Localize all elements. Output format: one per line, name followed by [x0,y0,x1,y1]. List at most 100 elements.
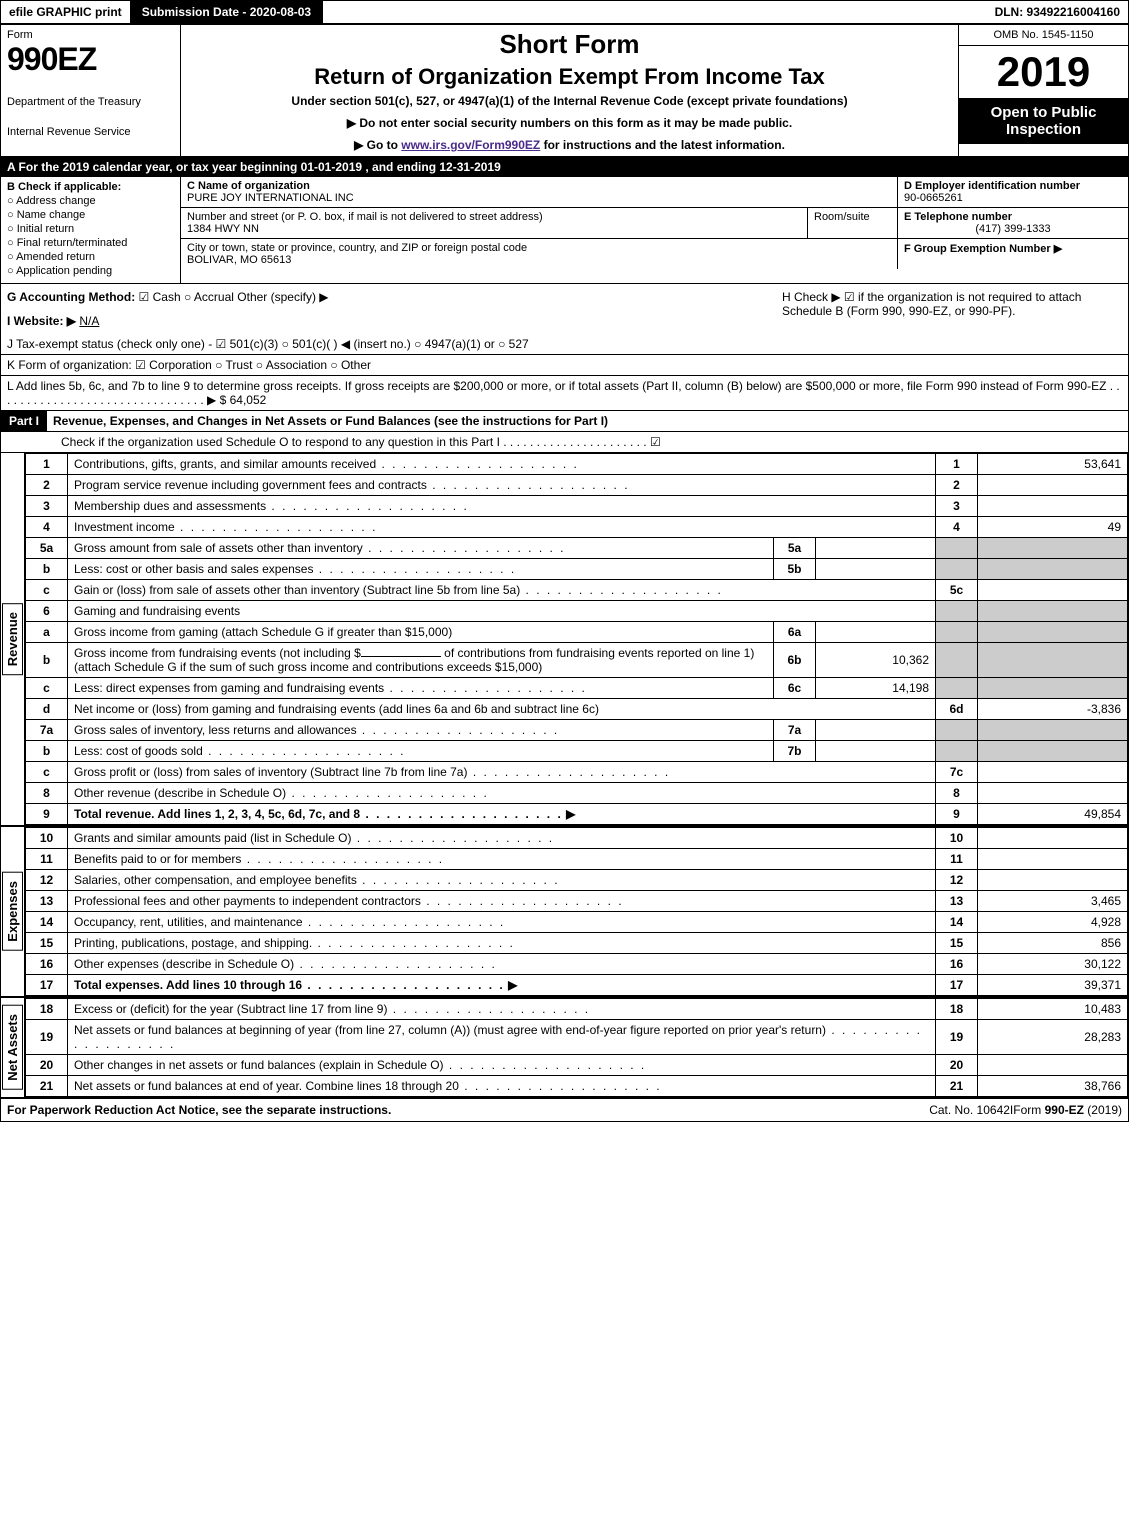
l17-val: 39,371 [978,975,1128,996]
chk-cash[interactable]: Cash [139,290,181,304]
chk-initial-return[interactable]: Initial return [7,223,174,235]
section-b-label: B Check if applicable: [7,181,174,193]
l11-val [978,849,1128,870]
l7c-desc: Gross profit or (loss) from sales of inv… [68,762,936,783]
line-14: 14Occupancy, rent, utilities, and mainte… [26,912,1128,933]
l7b-subval [816,741,936,762]
chk-application-pending[interactable]: Application pending [7,265,174,277]
tax-year: 2019 [959,46,1128,98]
irs-link[interactable]: www.irs.gov/Form990EZ [401,138,540,152]
phone-label: E Telephone number [904,211,1122,223]
l5c-ref: 5c [936,580,978,601]
l21-num: 21 [26,1076,68,1097]
l13-val: 3,465 [978,891,1128,912]
l10-desc: Grants and similar amounts paid (list in… [68,828,936,849]
l5c-desc: Gain or (loss) from sale of assets other… [68,580,936,601]
l6a-ref-shaded [936,622,978,643]
l11-num: 11 [26,849,68,870]
line-17: 17 Total expenses. Add lines 10 through 1… [26,975,1128,996]
l4-desc: Investment income [68,517,936,538]
form-number: 990EZ [7,41,174,78]
dept-irs: Internal Revenue Service [7,126,174,138]
return-title: Return of Organization Exempt From Incom… [189,64,950,90]
chk-accrual[interactable]: Accrual [184,290,234,304]
dln-label: DLN: 93492216004160 [987,1,1128,23]
line-15: 15Printing, publications, postage, and s… [26,933,1128,954]
city-value: BOLIVAR, MO 65613 [187,254,891,266]
l16-ref: 16 [936,954,978,975]
l6b-ref-shaded [936,643,978,678]
website-value: N/A [79,314,99,328]
chk-address-change[interactable]: Address change [7,195,174,207]
l5b-sub: 5b [774,559,816,580]
efile-print-label[interactable]: efile GRAPHIC print [1,1,130,23]
footer-paperwork: For Paperwork Reduction Act Notice, see … [7,1103,929,1117]
part1-desc: Revenue, Expenses, and Changes in Net As… [47,411,1128,431]
l5a-ref-shaded [936,538,978,559]
ein-value: 90-0665261 [904,192,1122,204]
line-20: 20Other changes in net assets or fund ba… [26,1055,1128,1076]
form-container: efile GRAPHIC print Submission Date - 20… [0,0,1129,1122]
l17-num: 17 [26,975,68,996]
l13-desc: Professional fees and other payments to … [68,891,936,912]
row-l: L Add lines 5b, 6c, and 7b to line 9 to … [1,376,1128,411]
l7b-sub: 7b [774,741,816,762]
l6d-ref: 6d [936,699,978,720]
chk-amended-return[interactable]: Amended return [7,251,174,263]
form-header: Form 990EZ Department of the Treasury In… [1,25,1128,157]
l7b-desc: Less: cost of goods sold [68,741,774,762]
accounting-other[interactable]: Other (specify) ▶ [237,290,328,304]
l6c-desc: Less: direct expenses from gaming and fu… [68,678,774,699]
l17-ref: 17 [936,975,978,996]
l21-desc: Net assets or fund balances at end of ye… [68,1076,936,1097]
l5a-desc: Gross amount from sale of assets other t… [68,538,774,559]
l8-num: 8 [26,783,68,804]
expenses-label: Expenses [2,872,23,951]
l2-val [978,475,1128,496]
ein-label: D Employer identification number [904,180,1122,192]
phone-cell: E Telephone number (417) 399-1333 [898,208,1128,238]
l5a-val-shaded [978,538,1128,559]
chk-final-return[interactable]: Final return/terminated [7,237,174,249]
l8-val [978,783,1128,804]
l12-ref: 12 [936,870,978,891]
row-h: H Check ▶ ☑ if the organization is not r… [782,290,1122,328]
line-9: 9Total revenue. Add lines 1, 2, 3, 4, 5c… [26,804,1128,825]
l5b-val-shaded [978,559,1128,580]
l14-ref: 14 [936,912,978,933]
row-g: G Accounting Method: Cash Accrual Other … [7,290,782,328]
l5c-num: c [26,580,68,601]
l6a-desc: Gross income from gaming (attach Schedul… [68,622,774,643]
footer-catno: Cat. No. 10642I [929,1103,1013,1117]
section-b: B Check if applicable: Address change Na… [1,177,181,283]
l17-desc-text: Total expenses. Add lines 10 through 16 [74,978,302,992]
revenue-section: Revenue 1Contributions, gifts, grants, a… [1,453,1128,825]
netassets-label: Net Assets [2,1005,23,1090]
line-21: 21Net assets or fund balances at end of … [26,1076,1128,1097]
line-8: 8Other revenue (describe in Schedule O)8 [26,783,1128,804]
l6d-desc: Net income or (loss) from gaming and fun… [68,699,936,720]
l1-val: 53,641 [978,454,1128,475]
l6a-sub: 6a [774,622,816,643]
street-value: 1384 HWY NN [187,223,801,235]
line-2: 2Program service revenue including gover… [26,475,1128,496]
l6c-ref-shaded [936,678,978,699]
l6b-desc: Gross income from fundraising events (no… [68,643,774,678]
l15-desc: Printing, publications, postage, and shi… [68,933,936,954]
city-label: City or town, state or province, country… [187,242,891,254]
row-j: J Tax-exempt status (check only one) - ☑… [1,334,1128,355]
l7a-desc: Gross sales of inventory, less returns a… [68,720,774,741]
l12-num: 12 [26,870,68,891]
row-street: Number and street (or P. O. box, if mail… [181,208,1128,239]
l6-num: 6 [26,601,68,622]
part1-check-note: Check if the organization used Schedule … [1,432,1128,453]
line-18: 18Excess or (deficit) for the year (Subt… [26,999,1128,1020]
org-name-label: C Name of organization [187,180,891,192]
l3-desc: Membership dues and assessments [68,496,936,517]
l19-val: 28,283 [978,1020,1128,1055]
l10-val [978,828,1128,849]
l14-val: 4,928 [978,912,1128,933]
chk-name-change[interactable]: Name change [7,209,174,221]
l3-ref: 3 [936,496,978,517]
city-cell: City or town, state or province, country… [181,239,898,269]
